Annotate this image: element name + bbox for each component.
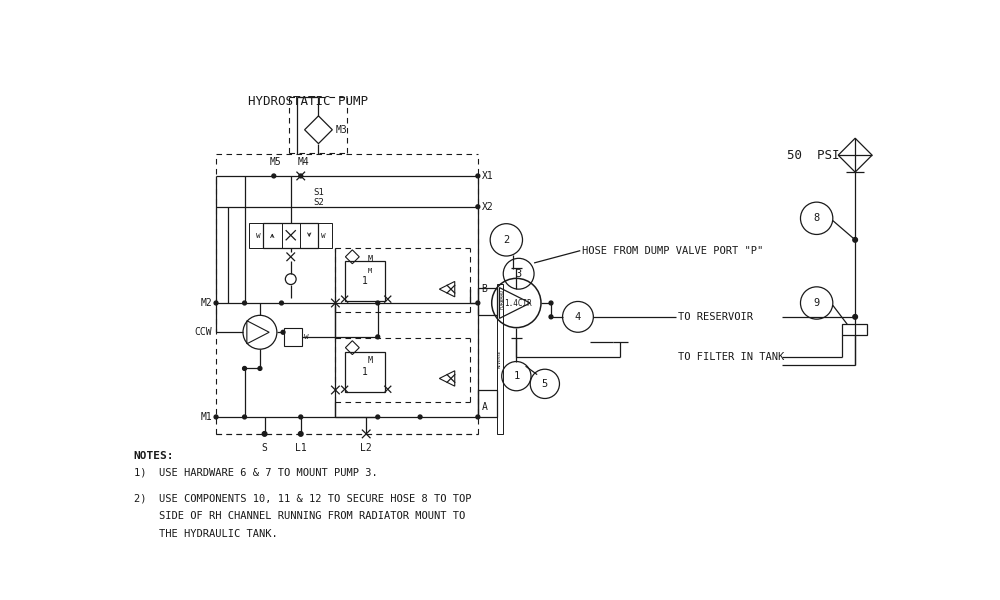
Bar	[249, 223, 263, 248]
Circle shape	[376, 301, 380, 305]
Text: 2: 2	[503, 235, 509, 245]
Circle shape	[243, 367, 246, 370]
Circle shape	[549, 301, 553, 305]
Circle shape	[262, 431, 267, 436]
Text: M4: M4	[297, 157, 309, 167]
Circle shape	[853, 238, 857, 242]
Text: S1: S1	[314, 188, 325, 197]
Text: NOTES:: NOTES:	[134, 451, 174, 461]
Text: 50  PSI: 50 PSI	[787, 149, 840, 161]
Text: w: w	[321, 231, 325, 240]
Text: 3: 3	[516, 269, 522, 279]
Bar	[497, 284, 503, 434]
Text: S2: S2	[314, 199, 325, 208]
Circle shape	[281, 331, 285, 334]
Text: L2: L2	[360, 443, 372, 453]
Text: X1: X1	[482, 171, 493, 181]
Bar	[263, 223, 318, 248]
Text: M1: M1	[200, 412, 212, 422]
Text: M2: M2	[200, 298, 212, 308]
Circle shape	[549, 315, 553, 319]
Text: M: M	[368, 356, 373, 365]
Circle shape	[272, 174, 276, 178]
Bar	[478, 390, 497, 417]
Text: A: A	[482, 402, 488, 412]
Text: X2: X2	[482, 202, 493, 212]
Bar	[284, 328, 302, 346]
Bar	[478, 287, 497, 314]
Text: CCW: CCW	[195, 327, 212, 337]
Text: 1.4CIR: 1.4CIR	[504, 298, 532, 307]
Text: S: S	[262, 443, 267, 453]
Circle shape	[299, 174, 303, 178]
Text: 5: 5	[542, 379, 548, 389]
Text: THE HYDRAULIC TANK.: THE HYDRAULIC TANK.	[134, 529, 277, 539]
Text: w: w	[304, 332, 308, 341]
Circle shape	[476, 174, 480, 178]
Text: 8: 8	[814, 213, 820, 223]
Text: FORWARD: FORWARD	[500, 289, 505, 309]
Text: 1)  USE HARDWARE 6 & 7 TO MOUNT PUMP 3.: 1) USE HARDWARE 6 & 7 TO MOUNT PUMP 3.	[134, 468, 377, 478]
Text: L1: L1	[295, 443, 307, 453]
Circle shape	[258, 367, 262, 370]
Circle shape	[214, 301, 218, 305]
Text: M3: M3	[335, 125, 347, 135]
Circle shape	[243, 301, 246, 305]
Text: M5: M5	[269, 157, 281, 167]
Bar	[345, 352, 385, 392]
Text: HYDROSTATIC PUMP: HYDROSTATIC PUMP	[248, 95, 368, 108]
Text: TO RESERVOIR: TO RESERVOIR	[678, 312, 753, 322]
Circle shape	[476, 415, 480, 419]
Circle shape	[214, 415, 218, 419]
Text: 2)  USE COMPONENTS 10, 11 & 12 TO SECURE HOSE 8 TO TOP: 2) USE COMPONENTS 10, 11 & 12 TO SECURE …	[134, 493, 471, 503]
Text: HOSE FROM DUMP VALVE PORT "P": HOSE FROM DUMP VALVE PORT "P"	[582, 245, 763, 256]
Circle shape	[298, 431, 303, 436]
Text: 1: 1	[362, 277, 368, 286]
Bar	[842, 324, 867, 335]
Circle shape	[376, 335, 380, 339]
Text: B: B	[482, 284, 488, 294]
Text: REVERSE: REVERSE	[498, 349, 502, 368]
Text: 1: 1	[513, 371, 519, 381]
Circle shape	[476, 301, 480, 305]
Bar	[345, 262, 385, 301]
Text: M: M	[368, 256, 373, 265]
Text: SIDE OF RH CHANNEL RUNNING FROM RADIATOR MOUNT TO: SIDE OF RH CHANNEL RUNNING FROM RADIATOR…	[134, 511, 465, 521]
Circle shape	[280, 301, 283, 305]
Text: TO FILTER IN TANK: TO FILTER IN TANK	[678, 352, 784, 362]
Text: 1: 1	[362, 367, 368, 377]
Text: M: M	[368, 268, 372, 274]
Circle shape	[853, 314, 857, 319]
Text: 9: 9	[814, 298, 820, 308]
Circle shape	[418, 415, 422, 419]
Bar	[318, 223, 332, 248]
Text: 4: 4	[575, 312, 581, 322]
Circle shape	[243, 415, 246, 419]
Circle shape	[299, 415, 303, 419]
Circle shape	[376, 415, 380, 419]
Text: w: w	[256, 231, 261, 240]
Circle shape	[476, 205, 480, 209]
